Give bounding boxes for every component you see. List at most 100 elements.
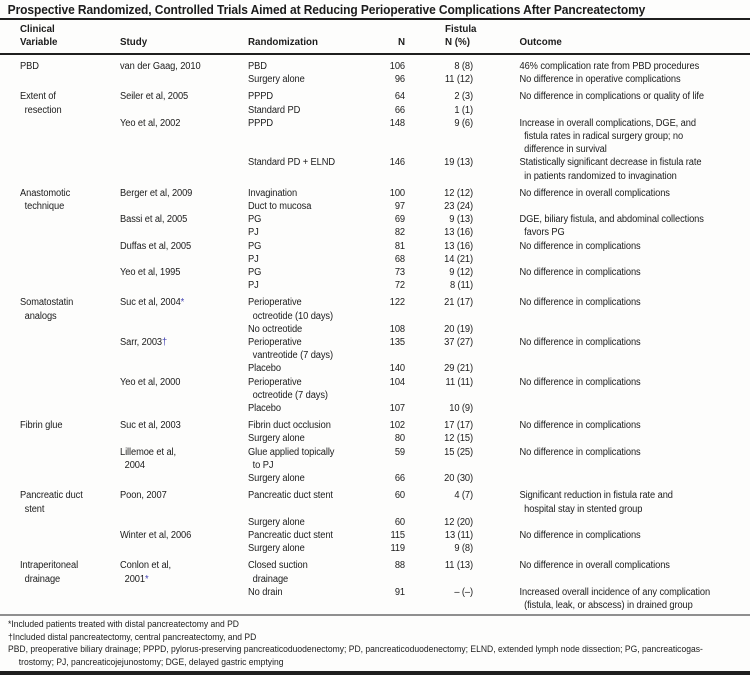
cell-outcome: Significant reduction in fistula rate an… bbox=[519, 490, 673, 502]
table-row: Yeo et al, 1995 PG 73 9 (12) No difference i… bbox=[20, 266, 742, 279]
table-row: No octreotide 108 20 (19) bbox=[20, 323, 742, 336]
cell-study bbox=[120, 104, 239, 117]
cell-outcome bbox=[473, 323, 723, 336]
cell-fistula: 13 (11) bbox=[444, 529, 473, 541]
cell-n bbox=[374, 310, 405, 323]
header-fistula: Fistula N (%) bbox=[405, 23, 476, 49]
header-clinical-line2: Variable bbox=[20, 36, 58, 48]
cell-outcome: No difference in overall complications bbox=[519, 560, 670, 572]
cell-outcome: No difference in complications bbox=[519, 267, 641, 279]
cell-study: Yeo et al, 1995 bbox=[120, 267, 181, 279]
cell-study: Suc et al, 2004* bbox=[120, 297, 185, 309]
table-row: Surgery alone 80 12 (15) bbox=[20, 432, 742, 445]
cell-n: 140 bbox=[389, 363, 405, 375]
cell-randomization bbox=[248, 599, 363, 612]
cell-fistula: 20 (30) bbox=[444, 473, 473, 485]
cell-variable bbox=[20, 529, 113, 542]
cell-outcome bbox=[473, 573, 723, 586]
cell-outcome: favors PG bbox=[524, 227, 565, 239]
cell-outcome bbox=[473, 459, 723, 472]
cell-randomization: Perioperative bbox=[248, 337, 302, 349]
cell-randomization: PG bbox=[248, 267, 262, 279]
cell-fistula bbox=[410, 170, 473, 183]
cell-randomization: PG bbox=[248, 240, 262, 252]
table-row: analogs octreotide (10 days) bbox=[20, 310, 742, 323]
cell-fistula: 17 (17) bbox=[444, 420, 473, 432]
cell-fistula: 20 (19) bbox=[444, 323, 473, 335]
cell-n: 59 bbox=[394, 446, 405, 458]
cell-fistula: 13 (16) bbox=[444, 240, 473, 252]
footnote-marker-link[interactable]: * bbox=[144, 573, 149, 585]
footnote-line: †Included distal pancreatectomy, central… bbox=[8, 631, 257, 643]
cell-variable: Pancreatic duct bbox=[20, 490, 83, 502]
cell-study bbox=[120, 432, 239, 445]
cell-variable: technique bbox=[24, 201, 65, 213]
cell-variable bbox=[20, 516, 113, 529]
cell-fistula: 1 (1) bbox=[454, 104, 473, 116]
cell-n: 60 bbox=[394, 516, 405, 528]
cell-fistula: 9 (13) bbox=[449, 214, 473, 226]
cell-study: Berger et al, 2009 bbox=[120, 187, 193, 199]
cell-n: 102 bbox=[389, 420, 405, 432]
cell-n bbox=[374, 573, 405, 586]
cell-n: 119 bbox=[390, 543, 405, 555]
cell-study bbox=[120, 226, 239, 239]
footnote-marker-link[interactable]: * bbox=[180, 297, 185, 309]
cell-randomization: PJ bbox=[248, 227, 259, 239]
cell-outcome bbox=[473, 542, 723, 555]
cell-study: Poon, 2007 bbox=[120, 490, 167, 502]
table-row: Somatostatin Suc et al, 2004* Perioperativ… bbox=[20, 292, 742, 309]
cell-randomization: PG bbox=[248, 214, 262, 226]
cell-randomization: Placebo bbox=[248, 403, 281, 415]
cell-study bbox=[120, 586, 239, 599]
cell-randomization: Duct to mucosa bbox=[248, 201, 312, 213]
footnote-marker-link[interactable]: † bbox=[161, 337, 168, 349]
cell-study bbox=[120, 143, 239, 156]
cell-variable bbox=[20, 279, 113, 292]
cell-fistula: 9 (8) bbox=[454, 543, 473, 555]
cell-fistula bbox=[410, 389, 473, 402]
cell-fistula bbox=[410, 459, 473, 472]
table-row: Anastomotic Berger et al, 2009 Invaginatio… bbox=[20, 183, 742, 200]
cell-n: 81 bbox=[394, 240, 405, 252]
cell-study: van der Gaag, 2010 bbox=[120, 61, 201, 72]
cell-study bbox=[120, 516, 239, 529]
cell-fistula: 13 (16) bbox=[444, 227, 473, 239]
cell-n: 68 bbox=[394, 253, 405, 265]
cell-variable bbox=[20, 143, 113, 156]
cell-n: 72 bbox=[394, 280, 405, 292]
cell-randomization bbox=[248, 170, 363, 183]
table-row: stent hospital stay in stented group bbox=[20, 503, 742, 516]
cell-study: Sarr, 2003† bbox=[120, 337, 168, 349]
cell-randomization: to PJ bbox=[252, 459, 274, 471]
cell-study: 2001* bbox=[124, 573, 149, 585]
cell-fistula: 8 (11) bbox=[449, 280, 473, 292]
cell-study: Bassi et al, 2005 bbox=[120, 214, 188, 226]
cell-outcome: No difference in complications bbox=[519, 297, 641, 309]
cell-n: 91 bbox=[394, 586, 405, 598]
cell-n: 69 bbox=[394, 214, 405, 226]
cell-outcome: No difference in complications bbox=[519, 337, 641, 349]
table-row: technique Duct to mucosa 97 23 (24) bbox=[20, 200, 742, 213]
cell-fistula: 23 (24) bbox=[444, 201, 473, 213]
header-n: N bbox=[397, 36, 405, 48]
cell-study: Winter et al, 2006 bbox=[120, 529, 192, 541]
table-row: Bassi et al, 2005 PG 69 9 (13) DGE, biliary … bbox=[20, 213, 742, 226]
header-clinical-variable: Clinical Variable bbox=[20, 23, 113, 49]
bottom-rule bbox=[0, 671, 750, 675]
cell-outcome bbox=[473, 362, 723, 375]
cell-randomization: Surgery alone bbox=[248, 473, 305, 485]
cell-n: 66 bbox=[394, 473, 405, 485]
cell-study bbox=[120, 130, 239, 143]
cell-outcome: Statistically significant decrease in fi… bbox=[519, 157, 702, 169]
cell-n bbox=[374, 130, 405, 143]
table-row: Surgery alone 66 20 (30) bbox=[20, 472, 742, 485]
cell-study bbox=[120, 253, 239, 266]
cell-n: 80 bbox=[394, 433, 405, 445]
cell-outcome bbox=[473, 349, 723, 362]
table-row: Placebo 140 29 (21) bbox=[20, 362, 742, 375]
cell-randomization: octreotide (7 days) bbox=[252, 389, 328, 401]
cell-outcome: No difference in complications bbox=[519, 420, 641, 432]
table-row: (fistula, leak, or abscess) in drained g… bbox=[20, 599, 742, 612]
cell-n: 106 bbox=[389, 61, 405, 72]
